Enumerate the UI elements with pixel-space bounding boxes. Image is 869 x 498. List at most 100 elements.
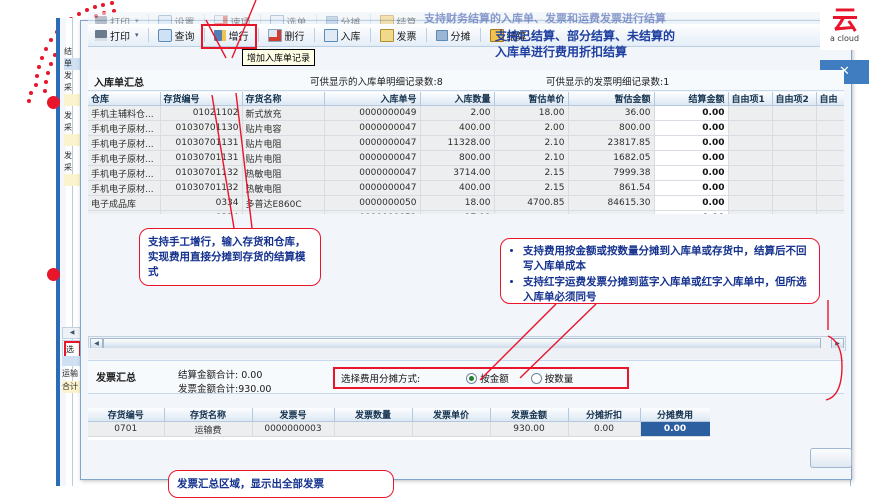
cell-settle_amount[interactable]: 0.00 bbox=[654, 150, 729, 166]
col-item-code[interactable]: 存货编号 bbox=[160, 92, 243, 106]
col-alloc-discount[interactable]: 分摊折扣 bbox=[568, 408, 641, 422]
cell-settle_amount[interactable]: 0.00 bbox=[654, 210, 729, 214]
cell-name[interactable]: 多普达E860C bbox=[242, 210, 325, 214]
receipt-grid-hscrollbar[interactable]: ◀ ▶ bbox=[88, 336, 846, 351]
cell-warehouse[interactable]: 电子成品库 bbox=[88, 210, 161, 214]
cell-free3[interactable] bbox=[816, 195, 844, 211]
cell-free3[interactable] bbox=[816, 120, 844, 136]
col-qty[interactable]: 入库数量 bbox=[420, 92, 495, 106]
cell-est_price[interactable]: 2.10 bbox=[494, 135, 569, 151]
table-row[interactable]: 电子成品库 0334 多普达E860C 0000000050 18.00 4700.85 8… bbox=[88, 195, 844, 211]
col-alloc-fee[interactable]: 分摊费用 bbox=[640, 408, 710, 422]
cell-settle_amount[interactable]: 0.00 bbox=[654, 105, 729, 121]
col-free-1[interactable]: 自由项1 bbox=[728, 92, 773, 106]
col-item-name[interactable]: 存货名称 bbox=[242, 92, 325, 106]
radio-icon[interactable] bbox=[466, 372, 478, 384]
col-free-2[interactable]: 自由项2 bbox=[772, 92, 817, 106]
cell-amount[interactable]: 930.00 bbox=[490, 421, 569, 437]
cell-qty[interactable]: 11328.00 bbox=[420, 135, 495, 151]
chevron-down-icon[interactable]: ▾ bbox=[135, 31, 139, 39]
cell-free1[interactable] bbox=[728, 150, 773, 166]
receipt-detail-grid[interactable]: 仓库 存货编号 存货名称 入库单号 入库数量 暂估单价 暂估金额 结算金额 自由… bbox=[88, 92, 844, 214]
table-row[interactable]: 0701 运输费 0000000003 930.00 0.00 0.00 bbox=[88, 421, 710, 437]
col-invoice-qty[interactable]: 发票数量 bbox=[334, 408, 413, 422]
cell-code[interactable]: 01030701132 bbox=[160, 180, 243, 196]
cell-est_amount[interactable]: 36.00 bbox=[568, 105, 655, 121]
bg-toolbar-item-print[interactable]: 打印 ▾ bbox=[88, 12, 146, 30]
bg-toolbar-item-split[interactable]: 分摊 bbox=[319, 12, 368, 30]
toolbar-button-delete-row[interactable]: 删行 bbox=[261, 25, 312, 45]
invoice-detail-grid[interactable]: 存货编号 存货名称 发票号 发票数量 发票单价 发票金额 分摊折扣 分摊费用 0… bbox=[88, 408, 710, 440]
cell-est_price[interactable]: 18.00 bbox=[494, 105, 569, 121]
cell-receipt_no[interactable]: 0000000047 bbox=[324, 180, 421, 196]
cell-free2[interactable] bbox=[772, 135, 817, 151]
cell-receipt_no[interactable]: 0000000049 bbox=[324, 105, 421, 121]
cell-free3[interactable] bbox=[816, 150, 844, 166]
col-invoice-no[interactable]: 发票号 bbox=[252, 408, 335, 422]
cell-code[interactable]: 01030701130 bbox=[160, 120, 243, 136]
col-est-price[interactable]: 暂估单价 bbox=[494, 92, 569, 106]
cell-code[interactable]: 01030701132 bbox=[160, 165, 243, 181]
toolbar-button-print[interactable]: 打印 ▾ bbox=[88, 25, 146, 45]
cell-settle_amount[interactable]: 0.00 bbox=[654, 165, 729, 181]
col-invoice-amount[interactable]: 发票金额 bbox=[490, 408, 569, 422]
cell-est_price[interactable]: 2.15 bbox=[494, 180, 569, 196]
cell-est_amount[interactable]: 800.00 bbox=[568, 120, 655, 136]
cell-est_price[interactable]: 2.15 bbox=[494, 165, 569, 181]
cell-settle_amount[interactable]: 0.00 bbox=[654, 135, 729, 151]
cell-code[interactable]: 0701 bbox=[88, 421, 165, 437]
toolbar-button-query[interactable]: 查询 bbox=[151, 25, 202, 45]
cell-free2[interactable] bbox=[772, 105, 817, 121]
cell-est_amount[interactable]: 84615.30 bbox=[568, 195, 655, 211]
cell-fee[interactable]: 0.00 bbox=[640, 421, 710, 437]
cell-warehouse[interactable]: 手机电子原材... bbox=[88, 180, 161, 196]
table-row[interactable]: 手机主辅料仓... 01021102 新式放充 0000000049 2.00 18.00… bbox=[88, 105, 844, 121]
cell-free2[interactable] bbox=[772, 195, 817, 211]
cell-qty[interactable]: 3714.00 bbox=[420, 165, 495, 181]
col-inv-item-code[interactable]: 存货编号 bbox=[88, 408, 165, 422]
cell-qty[interactable] bbox=[334, 421, 413, 437]
cell-settle_amount[interactable]: 0.00 bbox=[654, 180, 729, 196]
cell-qty[interactable]: 400.00 bbox=[420, 120, 495, 136]
cell-warehouse[interactable]: 手机电子原材... bbox=[88, 150, 161, 166]
cell-code[interactable]: 01021102 bbox=[160, 105, 243, 121]
col-receipt-no[interactable]: 入库单号 bbox=[324, 92, 421, 106]
cell-free1[interactable] bbox=[728, 210, 773, 214]
radio-icon[interactable] bbox=[530, 372, 542, 384]
cell-warehouse[interactable]: 电子成品库 bbox=[88, 195, 161, 211]
left-scroll-left-arrow[interactable]: ◀ bbox=[62, 327, 82, 339]
cell-free2[interactable] bbox=[772, 150, 817, 166]
table-row[interactable]: 手机电子原材... 01030701131 贴片电阻 0000000047 11328.… bbox=[88, 135, 844, 151]
cell-code[interactable]: 0334 bbox=[160, 195, 243, 211]
cell-name[interactable]: 新式放充 bbox=[242, 105, 325, 121]
cell-free3[interactable] bbox=[816, 165, 844, 181]
cell-warehouse[interactable]: 手机电子原材... bbox=[88, 120, 161, 136]
col-est-amount[interactable]: 暂估金额 bbox=[568, 92, 655, 106]
cell-free1[interactable] bbox=[728, 165, 773, 181]
cell-free3[interactable] bbox=[816, 105, 844, 121]
col-inv-item-name[interactable]: 存货名称 bbox=[164, 408, 253, 422]
cell-name[interactable]: 热敏电阻 bbox=[242, 165, 325, 181]
cell-price[interactable] bbox=[412, 421, 491, 437]
cell-free2[interactable] bbox=[772, 165, 817, 181]
cell-code[interactable]: 01030701131 bbox=[160, 150, 243, 166]
cell-est_price[interactable]: 2.10 bbox=[494, 150, 569, 166]
cell-code[interactable]: 01030701131 bbox=[160, 135, 243, 151]
cell-name[interactable]: 贴片电容 bbox=[242, 120, 325, 136]
cell-name[interactable]: 贴片电阻 bbox=[242, 150, 325, 166]
cell-free3[interactable] bbox=[816, 210, 844, 214]
cell-free1[interactable] bbox=[728, 180, 773, 196]
cell-settle_amount[interactable]: 0.00 bbox=[654, 195, 729, 211]
cell-qty[interactable]: 400.00 bbox=[420, 180, 495, 196]
table-row[interactable]: 手机电子原材... 01030701130 贴片电容 0000000047 400.00… bbox=[88, 120, 844, 136]
cell-free1[interactable] bbox=[728, 105, 773, 121]
cell-est_amount[interactable]: 861.54 bbox=[568, 180, 655, 196]
cell-free1[interactable] bbox=[728, 195, 773, 211]
cell-free2[interactable] bbox=[772, 210, 817, 214]
cell-discount[interactable]: 0.00 bbox=[568, 421, 641, 437]
cell-receipt_no[interactable]: 0000000047 bbox=[324, 135, 421, 151]
table-row[interactable]: 电子成品库0334多普达E860C000000005117.00 0.00 bbox=[88, 210, 844, 214]
table-row[interactable]: 手机电子原材... 01030701132 热敏电阻 0000000047 3714.0… bbox=[88, 165, 844, 181]
cell-est_amount[interactable]: 7999.38 bbox=[568, 165, 655, 181]
cell-qty[interactable]: 2.00 bbox=[420, 105, 495, 121]
